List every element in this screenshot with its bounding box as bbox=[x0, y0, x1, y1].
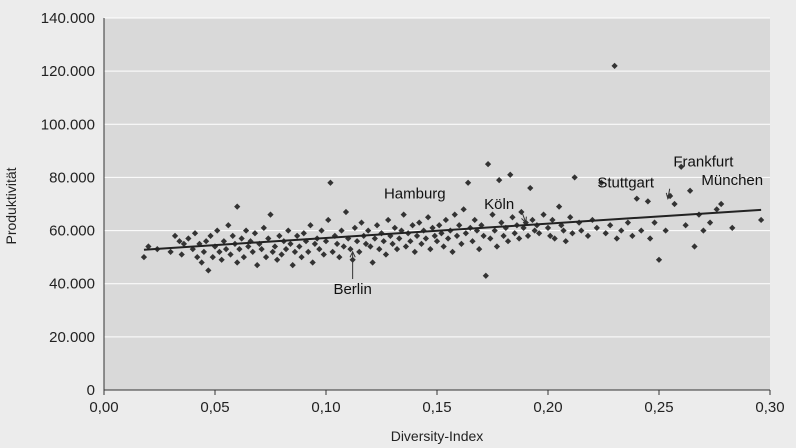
data-point bbox=[200, 248, 208, 255]
city-label-stuttgart: Stuttgart bbox=[597, 175, 655, 192]
x-tick-label: 0,30 bbox=[755, 399, 784, 416]
x-tick-label: 0,00 bbox=[89, 399, 118, 416]
data-point bbox=[444, 235, 452, 242]
data-point bbox=[429, 224, 436, 232]
arrowhead-koeln bbox=[521, 216, 527, 224]
data-point bbox=[236, 246, 243, 253]
arrowhead-stuttgart bbox=[665, 192, 672, 200]
y-tick-label: 80.000 bbox=[49, 169, 95, 186]
y-tick-labels: 0 20.000 40.000 60.000 80.000 100.000 120.000 1… bbox=[41, 10, 95, 399]
data-point bbox=[245, 243, 252, 250]
data-point bbox=[265, 235, 272, 242]
x-tick-label: 0,25 bbox=[644, 399, 673, 416]
y-tick-label: 60.000 bbox=[49, 223, 95, 240]
data-point bbox=[482, 272, 489, 279]
data-point bbox=[509, 214, 516, 221]
data-point bbox=[260, 224, 267, 232]
data-point bbox=[274, 256, 281, 263]
data-point bbox=[425, 214, 432, 221]
data-point bbox=[240, 254, 247, 261]
data-point bbox=[145, 243, 152, 250]
city-label-hamburg: Hamburg bbox=[384, 185, 446, 202]
x-tick-label: 0,20 bbox=[533, 399, 562, 416]
data-point bbox=[254, 262, 261, 269]
y-tick-label: 40.000 bbox=[49, 276, 95, 293]
arrow-koeln bbox=[520, 209, 527, 223]
city-label-koeln: Köln bbox=[484, 196, 514, 213]
data-point bbox=[438, 230, 445, 237]
data-point bbox=[487, 235, 494, 242]
data-point bbox=[369, 259, 376, 266]
y-tick-label: 0 bbox=[87, 382, 95, 399]
y-tick-label: 120.000 bbox=[41, 63, 95, 80]
y-axis-title: Produktivität bbox=[3, 167, 19, 244]
x-tick-label: 0,10 bbox=[311, 399, 340, 416]
y-tick-label: 140.000 bbox=[41, 10, 95, 27]
data-point bbox=[655, 256, 663, 263]
data-point bbox=[462, 230, 469, 237]
y-tick-label: 20.000 bbox=[49, 329, 95, 346]
data-point bbox=[203, 238, 210, 245]
data-point bbox=[298, 254, 305, 261]
data-point bbox=[178, 251, 185, 258]
data-point bbox=[194, 254, 201, 261]
x-tick-label: 0,15 bbox=[422, 399, 451, 416]
data-point bbox=[289, 262, 296, 269]
trendline bbox=[143, 208, 762, 251]
data-point bbox=[171, 232, 179, 239]
data-point bbox=[251, 230, 259, 237]
arrowhead-berlin bbox=[349, 250, 356, 258]
data-point bbox=[371, 235, 378, 242]
city-annotations: Berlin Hamburg Köln Stuttgart Frankfurt Münch… bbox=[333, 153, 763, 298]
data-point bbox=[358, 219, 365, 226]
data-point bbox=[227, 251, 234, 258]
data-point bbox=[207, 232, 214, 239]
city-label-berlin: Berlin bbox=[333, 281, 371, 298]
arrow-stuttgart bbox=[667, 188, 671, 199]
trend-line bbox=[143, 208, 762, 251]
data-point bbox=[422, 235, 430, 242]
data-point bbox=[180, 240, 188, 247]
data-point bbox=[209, 254, 216, 261]
data-point bbox=[342, 208, 350, 216]
data-point bbox=[611, 62, 618, 69]
plot-area bbox=[104, 18, 770, 390]
data-point bbox=[391, 224, 398, 232]
data-point bbox=[229, 232, 236, 239]
axes bbox=[103, 18, 771, 395]
data-point bbox=[309, 259, 316, 266]
data-point bbox=[416, 219, 423, 226]
x-tick-labels: 0,00 0,05 0,10 0,15 0,20 0,25 0,30 bbox=[89, 399, 784, 416]
x-axis-title: Diversity-Index bbox=[391, 428, 484, 444]
data-point bbox=[498, 219, 505, 226]
city-label-frankfurt: Frankfurt bbox=[673, 153, 734, 170]
data-point bbox=[242, 227, 250, 234]
data-point bbox=[351, 224, 358, 232]
data-point bbox=[140, 254, 148, 261]
data-point bbox=[300, 230, 307, 237]
data-point bbox=[176, 238, 183, 245]
data-point bbox=[396, 235, 403, 242]
data-point bbox=[216, 248, 223, 255]
y-tick-label: 100.000 bbox=[41, 116, 95, 133]
x-tick-label: 0,05 bbox=[200, 399, 229, 416]
data-point bbox=[214, 227, 221, 234]
city-label-muenchen: München bbox=[701, 172, 763, 189]
